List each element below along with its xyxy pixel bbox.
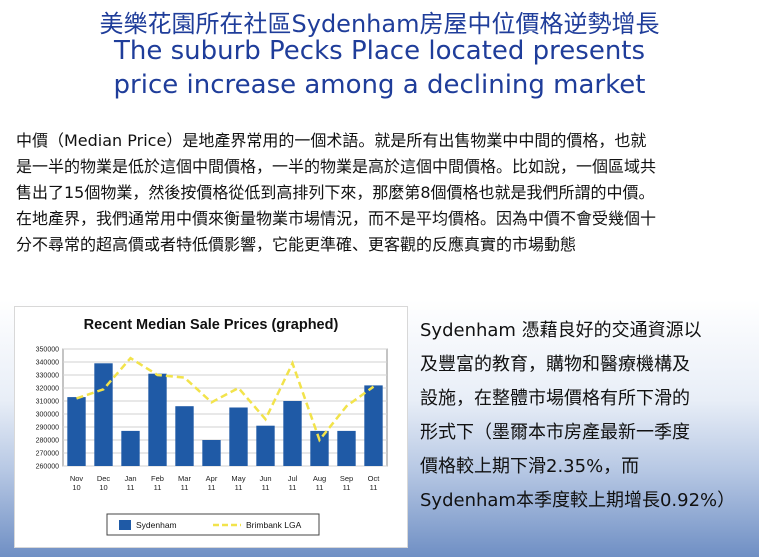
intro-line: 中價（Median Price）是地產界常用的一個术語。就是所有出售物業中中間的… [16, 131, 647, 150]
bar-sydenham [175, 406, 194, 466]
summary-line: Sydenham本季度較上期增長0.92%） [420, 490, 736, 511]
x-tick-year: 11 [154, 483, 162, 492]
line-brimbank-lga [76, 356, 375, 443]
x-tick-month: Jul [288, 474, 298, 483]
x-tick-year: 11 [181, 483, 189, 492]
intro-line: 是一半的物業是低於這個中間價格，一半的物業是高於這個中間價格。比如說，一個區域共 [16, 157, 657, 176]
x-tick-year: 11 [289, 483, 297, 492]
x-tick-year: 11 [343, 483, 351, 492]
x-tick-month: Mar [178, 474, 191, 483]
x-tick-month: May [231, 474, 245, 483]
chart-legend: Sydenham Brimbank LGA [106, 513, 320, 536]
intro-line: 分不尋常的超高價或者特低價影響，它能更準確、更客觀的反應真實的市場動態 [16, 235, 577, 254]
chart-title: Recent Median Sale Prices (graphed) [84, 317, 339, 333]
x-tick-year: 11 [316, 483, 324, 492]
bar-sydenham [364, 385, 383, 466]
bar-sydenham [121, 430, 140, 466]
bar-sydenham [310, 430, 329, 466]
x-tick-month: Jun [259, 474, 271, 483]
y-tick-label: 330000 [36, 373, 59, 380]
summary-line: 設施，在整體市場價格有所下滑的 [420, 388, 690, 409]
legend-swatch-sydenham [119, 520, 131, 530]
legend-label-sydenham: Sydenham [136, 520, 177, 530]
x-tick-month: Oct [368, 474, 381, 483]
x-tick-month: Sep [340, 474, 353, 483]
x-tick-month: Nov [70, 474, 84, 483]
bar-sydenham [229, 407, 248, 466]
summary-line: Sydenham 憑藉良好的交通資源以 [420, 320, 702, 341]
x-tick-year: 11 [127, 483, 135, 492]
y-tick-label: 290000 [36, 425, 59, 432]
x-tick-year: 11 [208, 483, 216, 492]
x-tick-month: Jan [124, 474, 136, 483]
bar-sydenham [337, 430, 356, 466]
bar-sydenham [202, 440, 221, 466]
median-price-chart: Recent Median Sale Prices (graphed) 3500… [14, 306, 408, 548]
intro-line: 在地產界，我們通常用中價來衡量物業市場情況，而不是平均價格。因為中價不會受幾個十 [16, 209, 657, 228]
x-tick-year: 11 [235, 483, 243, 492]
y-tick-label: 350000 [36, 347, 59, 354]
plot-area [62, 348, 388, 467]
y-tick-label: 340000 [36, 360, 59, 367]
bar-sydenham [67, 397, 86, 466]
page-title-english-line-2: price increase among a declining market [113, 70, 646, 100]
bar-sydenham [256, 425, 275, 466]
x-tick-month: Aug [313, 474, 326, 483]
x-tick-year: 11 [262, 483, 270, 492]
x-tick-month: Feb [151, 474, 164, 483]
x-tick-month: Dec [97, 474, 111, 483]
intro-line: 售出了15個物業，然後按價格從低到高排列下來，那麼第8個價格也就是我們所謂的中價… [16, 183, 655, 202]
median-price-explanation: 中價（Median Price）是地產界常用的一個术語。就是所有出售物業中中間的… [16, 128, 746, 258]
bar-sydenham [283, 401, 302, 466]
summary-line: 及豐富的教育，購物和醫療機構及 [420, 354, 690, 375]
y-tick-label: 310000 [36, 399, 59, 406]
bar-sydenham [94, 363, 113, 466]
x-tick-year: 11 [370, 483, 378, 492]
x-tick-year: 10 [72, 483, 80, 492]
bar-sydenham [148, 373, 167, 466]
summary-line: 形式下（墨爾本市房產最新一季度 [420, 422, 690, 443]
chart-svg: Recent Median Sale Prices (graphed) 3500… [36, 317, 388, 536]
x-tick-month: Apr [206, 474, 218, 483]
y-tick-label: 320000 [36, 386, 59, 393]
sydenham-summary: Sydenham 憑藉良好的交通資源以 及豐富的教育，購物和醫療機構及 設施，在… [420, 314, 755, 518]
y-tick-label: 260000 [36, 464, 59, 471]
legend-label-brimbank: Brimbank LGA [246, 520, 302, 530]
y-tick-label: 270000 [36, 451, 59, 458]
x-tick-year: 10 [99, 483, 107, 492]
y-tick-label: 300000 [36, 412, 59, 419]
page-title-english-line-1: The suburb Pecks Place located presents [113, 36, 646, 66]
page-title-chinese: 美樂花園所在社區Sydenham房屋中位價格逆勢增長 [99, 10, 660, 38]
y-tick-label: 280000 [36, 438, 59, 445]
summary-line: 價格較上期下滑2.35%，而 [420, 456, 640, 477]
